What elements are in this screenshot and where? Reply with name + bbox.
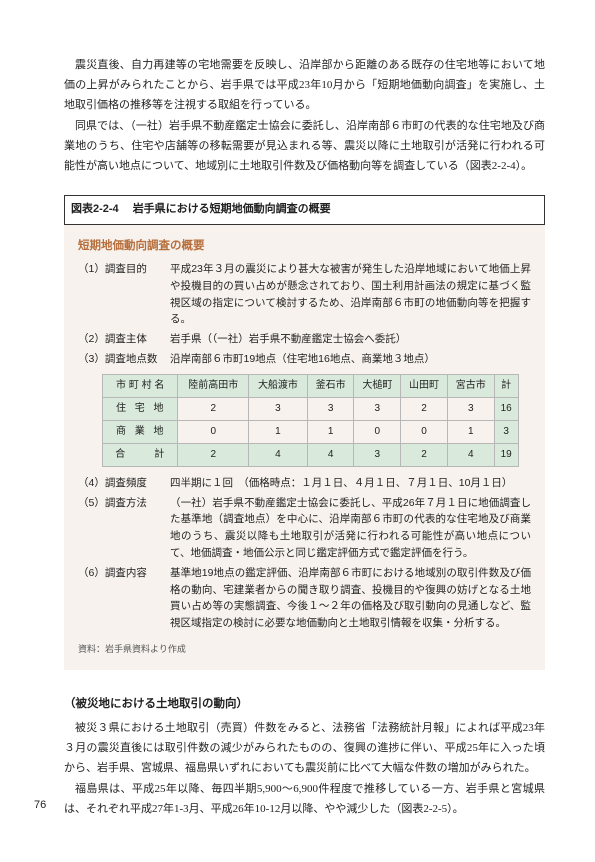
figure-number: 図表2-2-4: [71, 200, 119, 220]
survey-label: （2）調査主体: [78, 331, 170, 348]
survey-value: 岩手県（（一社）岩手県不動産鑑定士協会へ委託）: [170, 331, 531, 348]
table-cell: 1: [307, 420, 354, 443]
table-cell: 4: [249, 443, 308, 466]
summary-title: 短期地価動向調査の概要: [78, 237, 531, 255]
survey-label: （4）調査頻度: [78, 475, 170, 492]
survey-label: （1）調査目的: [78, 261, 170, 328]
row-header: 合 計: [103, 443, 178, 466]
table-cell: 2: [401, 397, 448, 420]
table-cell: 0: [354, 420, 401, 443]
survey-value: （一社）岩手県不動産鑑定士協会に委託し、平成26年７月１日に地価調査した基準地（…: [170, 495, 531, 562]
table-cell: 4: [447, 443, 494, 466]
table-cell: 2: [178, 397, 249, 420]
summary-box: 短期地価動向調査の概要 （1）調査目的 平成23年３月の震災により甚大な被害が発…: [64, 225, 545, 671]
table-cell: 2: [401, 443, 448, 466]
col-header: 宮古市: [447, 374, 494, 397]
table-cell: 3: [447, 397, 494, 420]
survey-item: （1）調査目的 平成23年３月の震災により甚大な被害が発生した沿岸地域において地…: [78, 261, 531, 328]
survey-label: （5）調査方法: [78, 495, 170, 562]
row-header: 住 宅 地: [103, 397, 178, 420]
figure-header: 図表2-2-4 岩手県における短期地価動向調査の概要: [64, 195, 545, 225]
row-header: 商 業 地: [103, 420, 178, 443]
survey-item: （4）調査頻度 四半期に１回 （価格時点：１月１日、４月１日、７月１日、10月１…: [78, 475, 531, 492]
col-header: 山田町: [401, 374, 448, 397]
table-cell: 3: [354, 443, 401, 466]
survey-table: 市 町 村 名 陸前高田市 大船渡市 釜石市 大槌町 山田町 宮古市 計 住 宅…: [102, 374, 519, 467]
survey-value: 平成23年３月の震災により甚大な被害が発生した沿岸地域において地価上昇や投機目的…: [170, 261, 531, 328]
subheading: （被災地における土地取引の動向）: [64, 694, 545, 715]
survey-value: 沿岸南部６市町19地点（住宅地16地点、商業地３地点）: [170, 351, 531, 368]
table-cell: 2: [178, 443, 249, 466]
survey-value: 基準地19地点の鑑定評価、沿岸南部６市町における地域別の取引件数及び価格の動向、…: [170, 565, 531, 632]
survey-item: （2）調査主体 岩手県（（一社）岩手県不動産鑑定士協会へ委託）: [78, 331, 531, 348]
source-note: 資料：岩手県資料より作成: [78, 642, 531, 656]
survey-label: （3）調査地点数: [78, 351, 170, 368]
page-content: 震災直後、自力再建等の宅地需要を反映し、沿岸部から距離のある既存の住宅地等におい…: [0, 0, 595, 862]
survey-item: （6）調査内容 基準地19地点の鑑定評価、沿岸南部６市町における地域別の取引件数…: [78, 565, 531, 632]
survey-item: （5）調査方法 （一社）岩手県不動産鑑定士協会に委託し、平成26年７月１日に地価…: [78, 495, 531, 562]
survey-item: （3）調査地点数 沿岸南部６市町19地点（住宅地16地点、商業地３地点）: [78, 351, 531, 368]
survey-value: 四半期に１回 （価格時点：１月１日、４月１日、７月１日、10月１日）: [170, 475, 531, 492]
paragraph-1: 震災直後、自力再建等の宅地需要を反映し、沿岸部から距離のある既存の住宅地等におい…: [64, 56, 545, 115]
table-cell: 4: [307, 443, 354, 466]
table-cell: 3: [307, 397, 354, 420]
col-header: 釜石市: [307, 374, 354, 397]
table-cell-total: 16: [494, 397, 518, 420]
paragraph-3: 被災３県における土地取引（売買）件数をみると、法務省「法務統計月報」によれば平成…: [64, 719, 545, 778]
table-cell: 0: [178, 420, 249, 443]
figure-title: 岩手県における短期地価動向調査の概要: [133, 200, 331, 220]
survey-label: （6）調査内容: [78, 565, 170, 632]
paragraph-2: 同県では、（一社）岩手県不動産鑑定士協会に委託し、沿岸南部６市町の代表的な住宅地…: [64, 117, 545, 176]
col-header: 大槌町: [354, 374, 401, 397]
table-cell: 1: [447, 420, 494, 443]
table-row: 合 計 2 4 4 3 2 4 19: [103, 443, 519, 466]
table-row: 住 宅 地 2 3 3 3 2 3 16: [103, 397, 519, 420]
table-cell-total: 19: [494, 443, 518, 466]
table-header-row: 市 町 村 名 陸前高田市 大船渡市 釜石市 大槌町 山田町 宮古市 計: [103, 374, 519, 397]
page-number: 76: [34, 796, 46, 816]
col-header: 大船渡市: [249, 374, 308, 397]
col-header: 市 町 村 名: [103, 374, 178, 397]
table-cell-total: 3: [494, 420, 518, 443]
table-cell: 3: [249, 397, 308, 420]
col-header: 計: [494, 374, 518, 397]
table-cell: 0: [401, 420, 448, 443]
col-header: 陸前高田市: [178, 374, 249, 397]
table-row: 商 業 地 0 1 1 0 0 1 3: [103, 420, 519, 443]
table-cell: 1: [249, 420, 308, 443]
paragraph-4: 福島県は、平成25年以降、毎四半期5,900～6,900件程度で推移している一方…: [64, 780, 545, 820]
table-cell: 3: [354, 397, 401, 420]
